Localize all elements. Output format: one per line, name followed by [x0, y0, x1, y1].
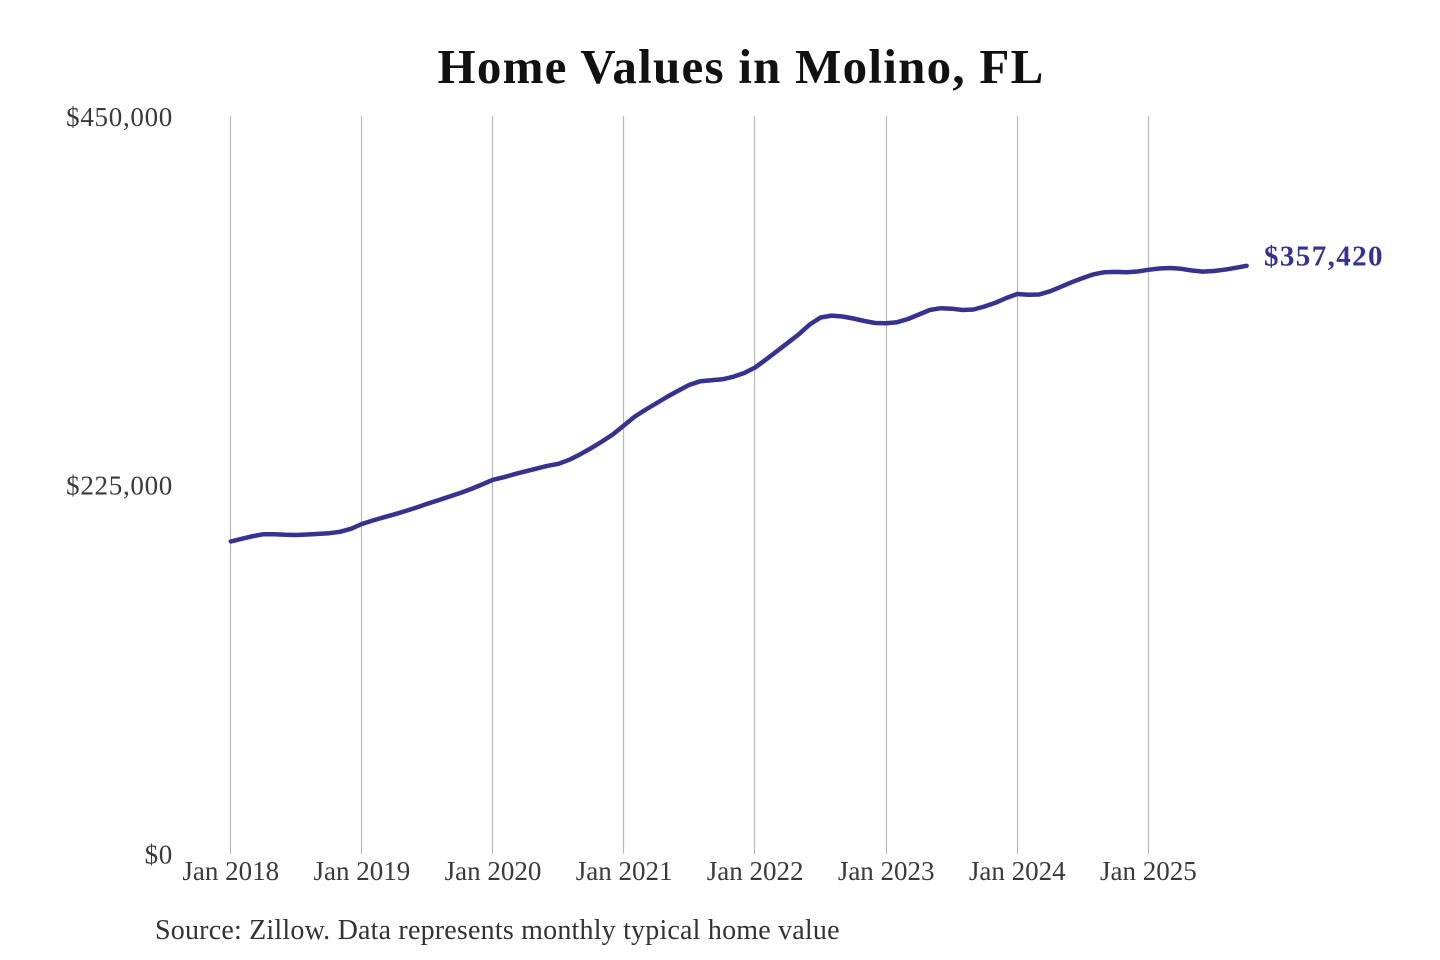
svg-text:Home Values in Molino, FL: Home Values in Molino, FL: [437, 39, 1044, 94]
svg-text:$357,420: $357,420: [1264, 241, 1384, 273]
svg-text:$225,000: $225,000: [66, 471, 173, 501]
svg-text:$450,000: $450,000: [66, 102, 173, 132]
svg-text:Jan 2025: Jan 2025: [1100, 856, 1197, 886]
svg-text:Jan 2023: Jan 2023: [838, 856, 935, 886]
svg-text:Jan 2021: Jan 2021: [576, 856, 673, 886]
svg-text:Jan 2019: Jan 2019: [314, 856, 411, 886]
svg-text:Source: Zillow. Data represent: Source: Zillow. Data represents monthly …: [155, 915, 840, 946]
svg-text:Jan 2018: Jan 2018: [182, 856, 279, 886]
svg-text:$0: $0: [145, 840, 173, 870]
svg-text:Jan 2022: Jan 2022: [707, 856, 804, 886]
svg-text:Jan 2024: Jan 2024: [969, 856, 1066, 886]
svg-text:Jan 2020: Jan 2020: [445, 856, 542, 886]
